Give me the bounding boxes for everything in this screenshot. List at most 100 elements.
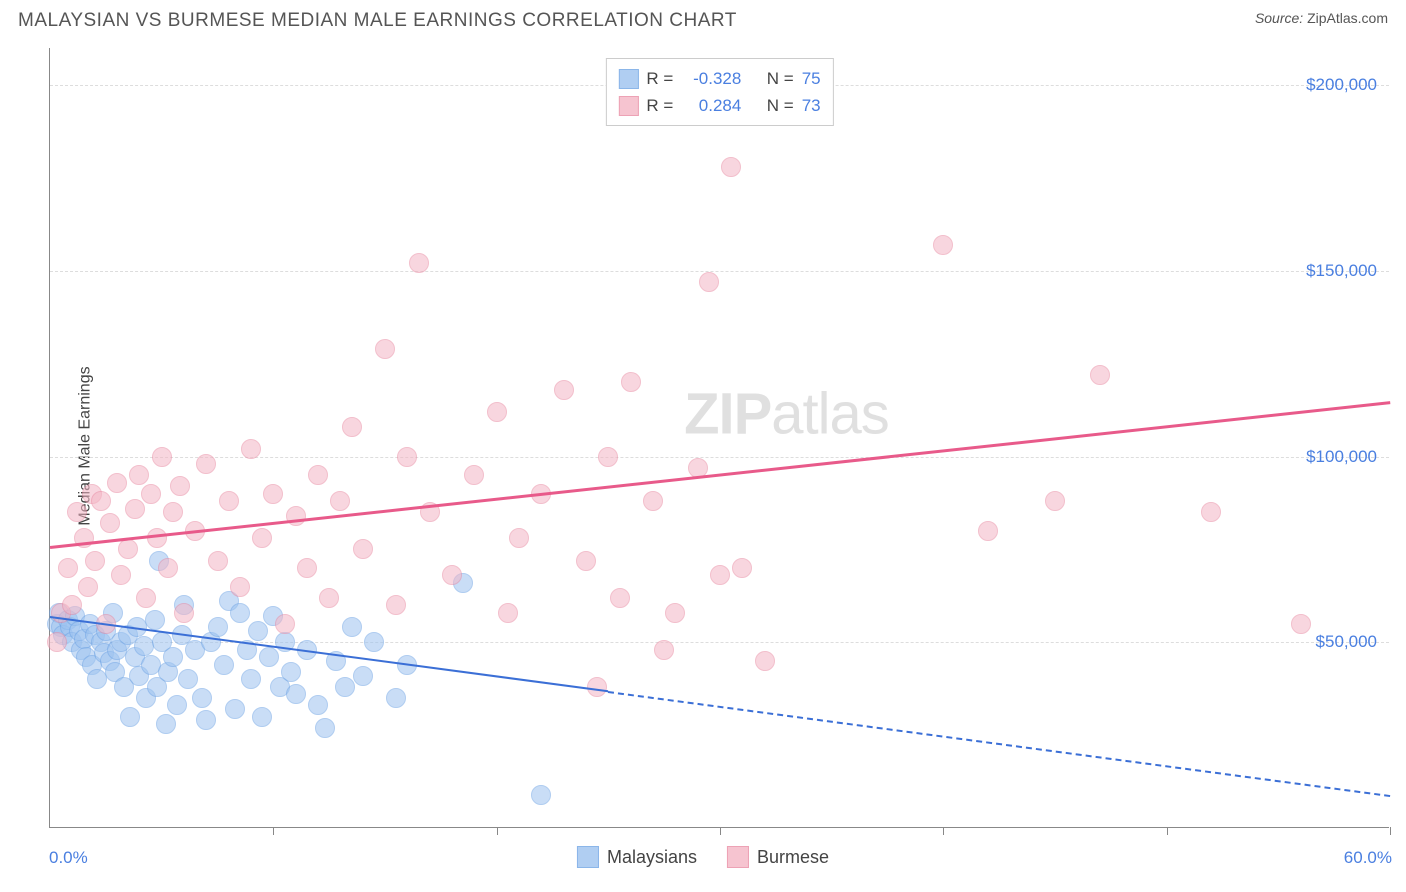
- scatter-point: [111, 565, 131, 585]
- scatter-point: [598, 447, 618, 467]
- trend-line: [50, 401, 1390, 548]
- legend-item-burmese: Burmese: [727, 846, 829, 868]
- x-tick: [1390, 827, 1391, 835]
- scatter-point: [933, 235, 953, 255]
- scatter-point: [330, 491, 350, 511]
- scatter-point: [286, 684, 306, 704]
- scatter-point: [286, 506, 306, 526]
- r-value-burmese: 0.284: [681, 92, 741, 119]
- legend-swatch-malaysians: [577, 846, 599, 868]
- scatter-point: [158, 558, 178, 578]
- scatter-point: [375, 339, 395, 359]
- x-tick: [497, 827, 498, 835]
- scatter-point: [58, 558, 78, 578]
- scatter-point: [554, 380, 574, 400]
- scatter-point: [152, 447, 172, 467]
- scatter-point: [364, 632, 384, 652]
- scatter-point: [297, 558, 317, 578]
- scatter-point: [308, 695, 328, 715]
- scatter-point: [281, 662, 301, 682]
- chart-title: MALAYSIAN VS BURMESE MEDIAN MALE EARNING…: [18, 10, 737, 32]
- swatch-malaysians: [618, 69, 638, 89]
- y-tick-label: $100,000: [1306, 447, 1377, 467]
- source-label: Source:: [1255, 10, 1303, 26]
- scatter-point: [610, 588, 630, 608]
- scatter-point: [576, 551, 596, 571]
- scatter-point: [263, 484, 283, 504]
- scatter-point: [230, 577, 250, 597]
- scatter-point: [397, 447, 417, 467]
- scatter-point: [141, 484, 161, 504]
- scatter-point: [147, 528, 167, 548]
- scatter-point: [259, 647, 279, 667]
- y-tick-label: $150,000: [1306, 261, 1377, 281]
- scatter-point: [498, 603, 518, 623]
- scatter-point: [248, 621, 268, 641]
- scatter-point: [118, 539, 138, 559]
- scatter-point: [67, 502, 87, 522]
- scatter-point: [174, 603, 194, 623]
- scatter-point: [107, 473, 127, 493]
- scatter-point: [91, 491, 111, 511]
- scatter-point: [464, 465, 484, 485]
- n-value-malaysians: 75: [802, 65, 821, 92]
- scatter-chart: ZIPatlas R = -0.328 N = 75 R = 0.284 N =…: [49, 48, 1389, 828]
- scatter-point: [308, 465, 328, 485]
- scatter-point: [386, 688, 406, 708]
- x-tick: [720, 827, 721, 835]
- scatter-point: [315, 718, 335, 738]
- scatter-point: [78, 577, 98, 597]
- scatter-point: [509, 528, 529, 548]
- scatter-point: [252, 528, 272, 548]
- scatter-point: [225, 699, 245, 719]
- scatter-point: [587, 677, 607, 697]
- scatter-point: [241, 439, 261, 459]
- n-label: N =: [767, 65, 794, 92]
- scatter-point: [170, 476, 190, 496]
- watermark: ZIPatlas: [684, 381, 889, 448]
- r-value-malaysians: -0.328: [681, 65, 741, 92]
- scatter-point: [230, 603, 250, 623]
- scatter-point: [699, 272, 719, 292]
- scatter-point: [136, 588, 156, 608]
- legend-row-burmese: R = 0.284 N = 73: [618, 92, 820, 119]
- scatter-point: [120, 707, 140, 727]
- scatter-point: [732, 558, 752, 578]
- scatter-point: [342, 417, 362, 437]
- x-axis-min-label: 0.0%: [49, 848, 88, 868]
- scatter-point: [163, 502, 183, 522]
- scatter-point: [710, 565, 730, 585]
- scatter-point: [621, 372, 641, 392]
- scatter-point: [167, 695, 187, 715]
- n-label: N =: [767, 92, 794, 119]
- scatter-point: [208, 617, 228, 637]
- legend-label-malaysians: Malaysians: [607, 847, 697, 868]
- scatter-point: [1045, 491, 1065, 511]
- scatter-point: [335, 677, 355, 697]
- scatter-point: [47, 632, 67, 652]
- n-value-burmese: 73: [802, 92, 821, 119]
- scatter-point: [163, 647, 183, 667]
- scatter-point: [192, 688, 212, 708]
- scatter-point: [342, 617, 362, 637]
- scatter-point: [665, 603, 685, 623]
- scatter-point: [85, 551, 105, 571]
- scatter-point: [156, 714, 176, 734]
- source-attribution: Source: ZipAtlas.com: [1255, 10, 1388, 26]
- r-label: R =: [646, 65, 673, 92]
- scatter-point: [721, 157, 741, 177]
- y-tick-label: $200,000: [1306, 75, 1377, 95]
- scatter-point: [62, 595, 82, 615]
- scatter-point: [178, 669, 198, 689]
- x-tick: [273, 827, 274, 835]
- scatter-point: [353, 539, 373, 559]
- scatter-point: [1291, 614, 1311, 634]
- scatter-point: [125, 499, 145, 519]
- scatter-point: [386, 595, 406, 615]
- scatter-point: [100, 513, 120, 533]
- watermark-light: atlas: [771, 382, 889, 447]
- scatter-point: [978, 521, 998, 541]
- scatter-point: [241, 669, 261, 689]
- y-tick-label: $50,000: [1316, 632, 1377, 652]
- source-value: ZipAtlas.com: [1307, 10, 1388, 26]
